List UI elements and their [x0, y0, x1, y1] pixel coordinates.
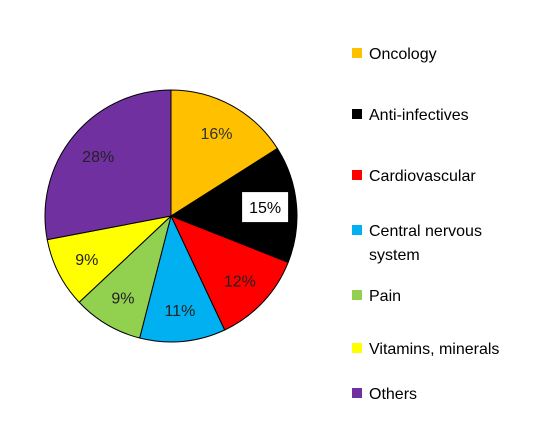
legend-label: Anti-infectives [369, 107, 469, 124]
legend: Oncology Anti-infectives Cardiovascular Cen… [352, 46, 499, 403]
legend-swatch [352, 225, 362, 235]
legend-swatch [352, 109, 362, 119]
legend-swatch [352, 290, 362, 300]
data-label-cardiovascular: 12% [224, 274, 256, 291]
legend-item-others: Others [352, 386, 417, 403]
data-label-others: 28% [82, 149, 114, 166]
pie-slice-oncology [170, 89, 279, 217]
pie-slice-anti-infectives [169, 147, 298, 264]
data-label-text: 9% [75, 252, 98, 269]
data-label-text: 15% [249, 200, 281, 217]
data-label-text: 11% [164, 303, 195, 320]
pie-slices [44, 89, 298, 343]
legend-label: Oncology [369, 46, 437, 63]
data-label-text: 16% [200, 126, 232, 143]
data-label-text: 12% [224, 274, 256, 291]
pie-data-labels: 16% 15% 12% 11% 9% 9% 28% [75, 126, 289, 320]
data-label-central-nervous-system: 11% [164, 303, 195, 320]
legend-item-vitamins-minerals: Vitamins, minerals [352, 341, 499, 358]
data-label-oncology: 16% [200, 126, 232, 143]
data-label-vitamins-minerals: 9% [75, 252, 98, 269]
legend-label: Cardiovascular [369, 168, 476, 185]
data-label-box [242, 192, 289, 223]
legend-swatch [352, 170, 362, 180]
data-label-text: 28% [82, 149, 114, 166]
data-label-pain: 9% [111, 290, 134, 307]
data-label-text: 9% [111, 290, 134, 307]
data-label-anti-infectives: 15% [242, 192, 289, 223]
pie-slice-others [44, 89, 172, 241]
legend-label: Vitamins, minerals [369, 341, 499, 358]
legend-item-oncology: Oncology [352, 46, 437, 63]
legend-swatch [352, 343, 362, 353]
legend-label: Central nervous system [369, 223, 482, 264]
legend-swatch [352, 48, 362, 58]
pie-slice-central-nervous-system [139, 214, 226, 343]
legend-label: Pain [369, 288, 401, 305]
legend-item-central-nervous-system: Central nervous system [352, 223, 482, 264]
pie-slice-cardiovascular [170, 215, 289, 331]
legend-swatch [352, 388, 362, 398]
legend-label: Others [369, 386, 417, 403]
legend-item-cardiovascular: Cardiovascular [352, 168, 476, 185]
legend-item-pain: Pain [352, 288, 401, 305]
legend-item-anti-infectives: Anti-infectives [352, 107, 469, 124]
